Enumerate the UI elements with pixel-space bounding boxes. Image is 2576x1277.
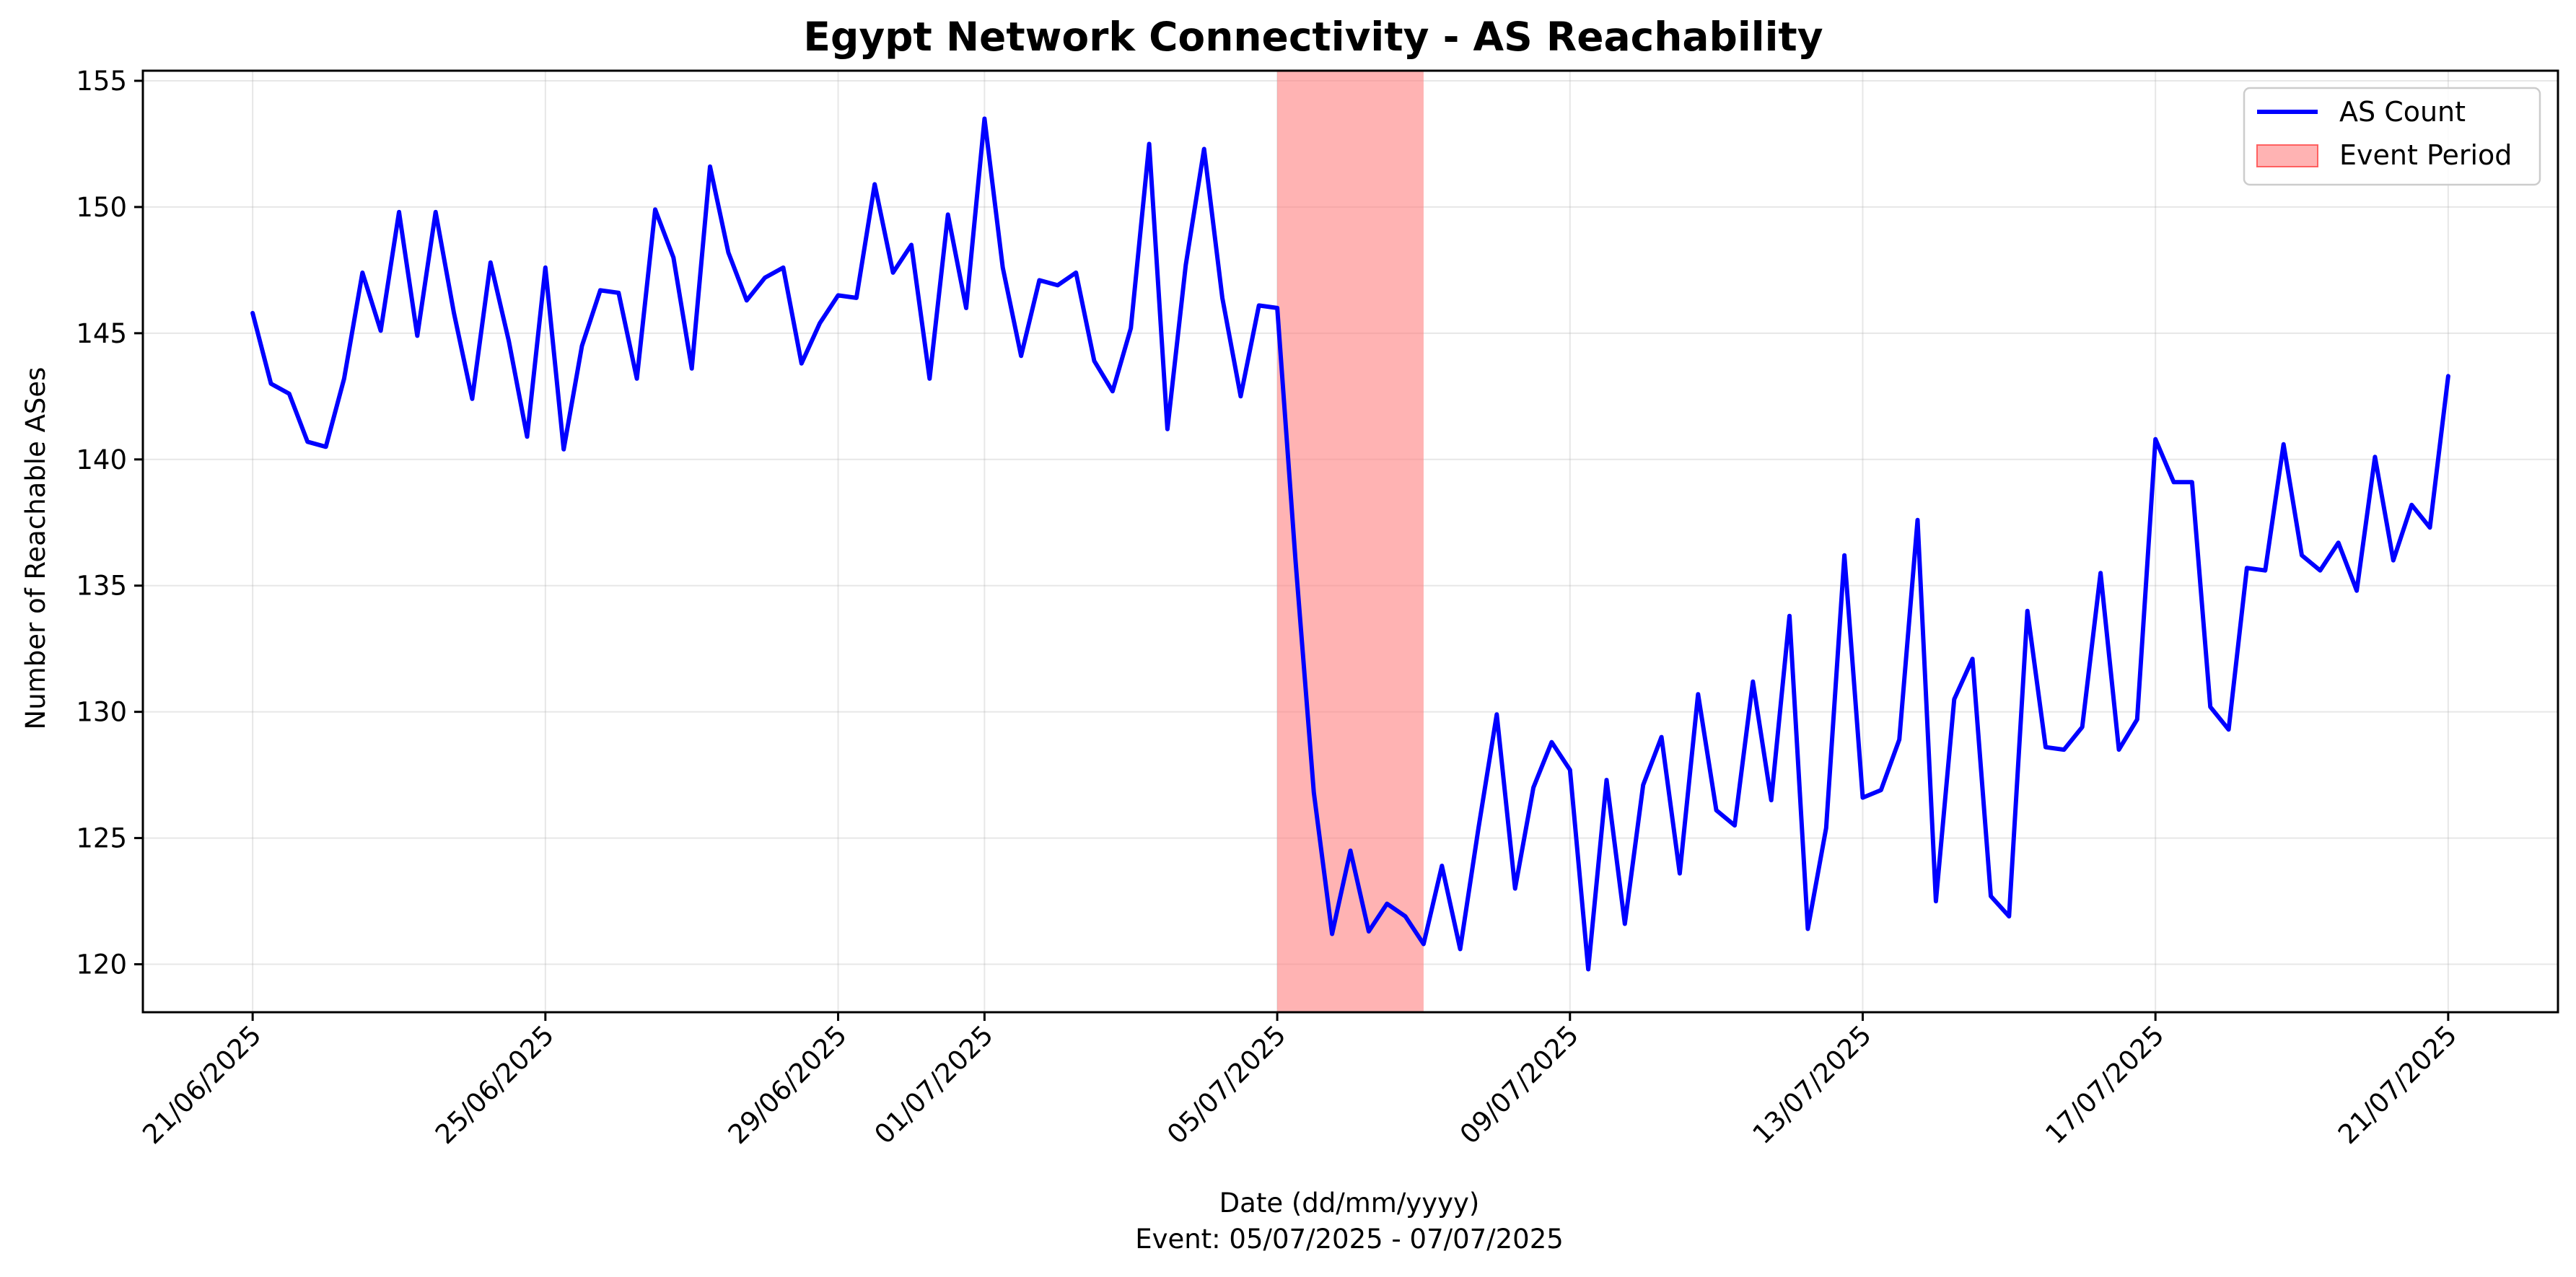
legend-label-event-period: Event Period [2339, 139, 2512, 171]
legend: AS Count Event Period [2243, 87, 2541, 186]
plot-area-frame [141, 69, 2559, 1014]
legend-label-as-count: AS Count [2339, 96, 2466, 128]
y-tick-label: 140 [76, 444, 127, 475]
chart-title: Egypt Network Connectivity - AS Reachabi… [803, 14, 1823, 60]
y-tick-label: 125 [76, 823, 127, 854]
y-axis-label: Number of Reachable ASes [20, 367, 51, 730]
y-tick-label: 120 [76, 949, 127, 980]
y-tick-label: 155 [76, 66, 127, 97]
y-axis: 120 125 130 135 140 145 150 155 [76, 66, 143, 980]
event-period-span [1277, 71, 1424, 1012]
x-axis-label: Date (dd/mm/yyyy) [1219, 1188, 1480, 1219]
y-tick-label: 150 [76, 192, 127, 223]
legend-event-swatch [2256, 144, 2318, 167]
as-count-line [250, 116, 2450, 972]
y-tick-label: 135 [76, 571, 127, 602]
x-axis-sublabel: Event: 05/07/2025 - 07/07/2025 [1135, 1224, 1564, 1255]
y-tick-label: 145 [76, 318, 127, 349]
y-tick-label: 130 [76, 697, 127, 728]
